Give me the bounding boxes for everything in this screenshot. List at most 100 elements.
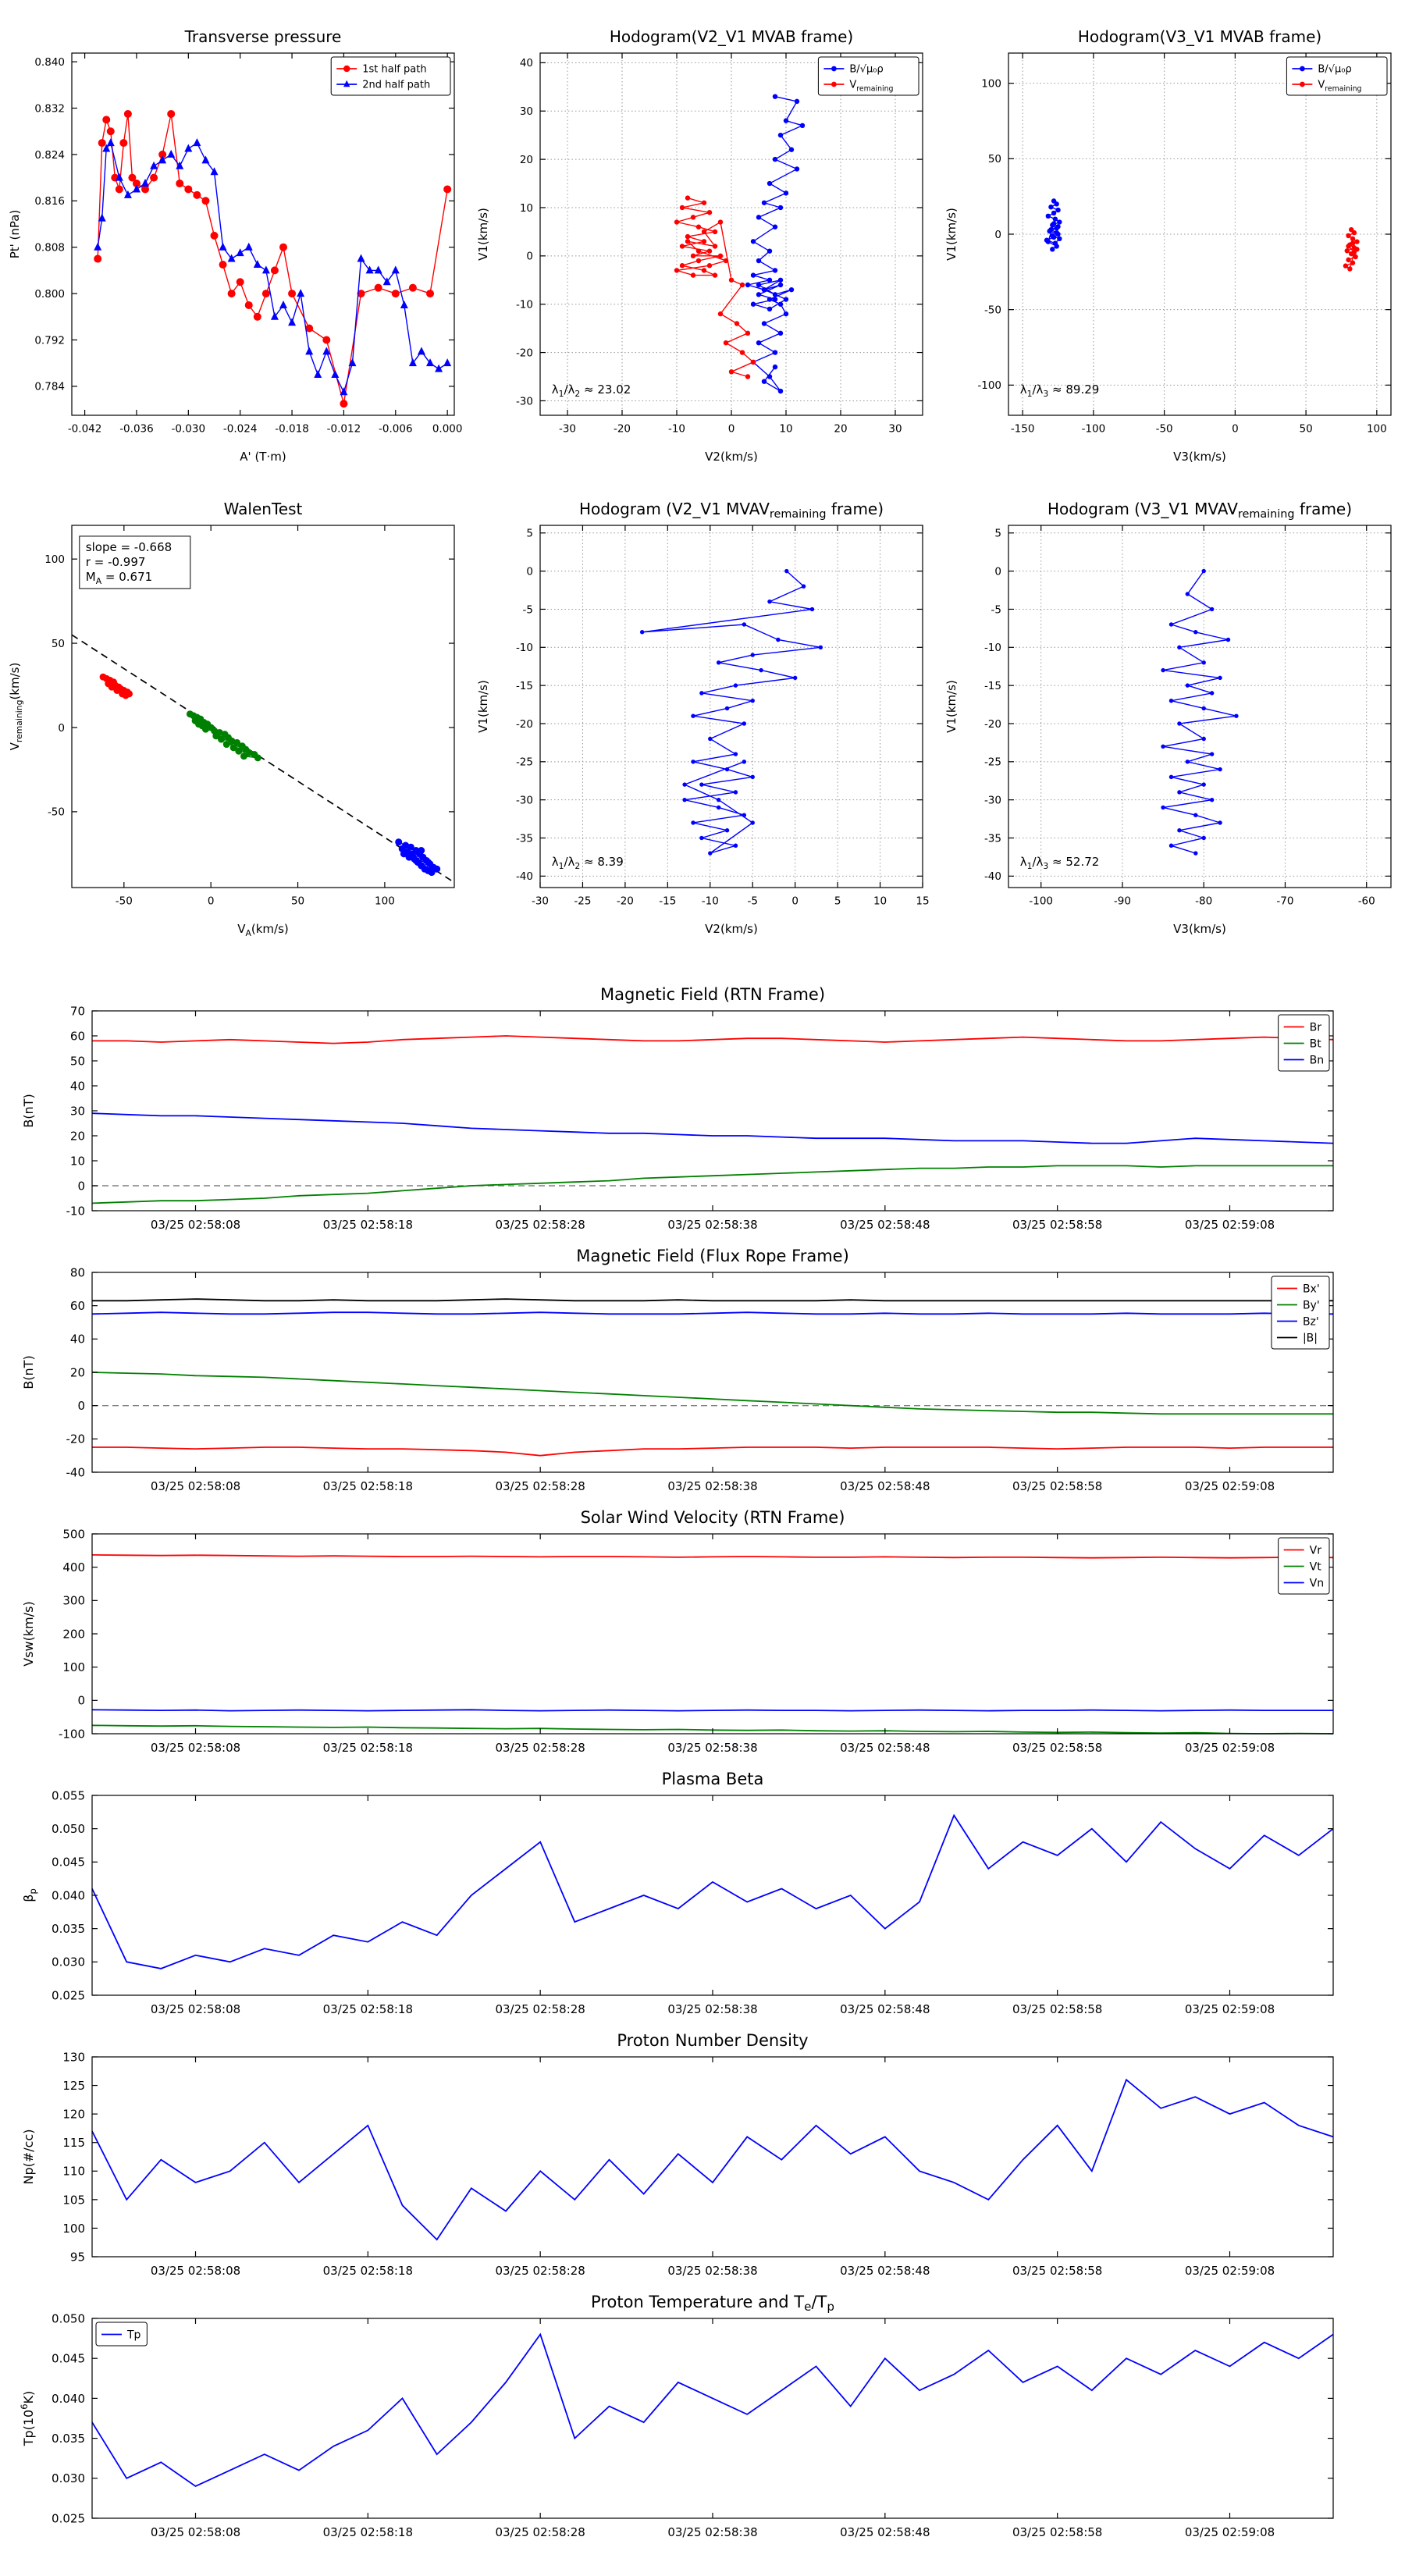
svg-text:-30: -30 bbox=[532, 895, 549, 908]
svg-text:Proton Temperature and Te/Tp: Proton Temperature and Te/Tp bbox=[591, 2293, 834, 2314]
svg-text:03/25 02:58:18: 03/25 02:58:18 bbox=[323, 2264, 413, 2278]
svg-text:0: 0 bbox=[77, 1694, 85, 1708]
svg-text:Bz': Bz' bbox=[1303, 1316, 1319, 1329]
svg-text:40: 40 bbox=[520, 57, 533, 69]
svg-text:0: 0 bbox=[77, 1179, 85, 1193]
svg-text:-40: -40 bbox=[516, 870, 533, 883]
svg-text:0.808: 0.808 bbox=[34, 242, 65, 254]
svg-text:115: 115 bbox=[62, 2136, 85, 2150]
svg-text:-0.018: -0.018 bbox=[275, 423, 309, 436]
svg-text:0.840: 0.840 bbox=[34, 56, 65, 69]
svg-text:-40: -40 bbox=[66, 1465, 86, 1479]
svg-text:B(nT): B(nT) bbox=[21, 1094, 36, 1127]
hodogram-v3-v1-mvab-legend: B/√μ₀ρ Vremaining bbox=[1286, 56, 1388, 96]
svg-text:Vt: Vt bbox=[1310, 1561, 1322, 1574]
svg-text:03/25 02:58:28: 03/25 02:58:28 bbox=[495, 2264, 585, 2278]
svg-text:0: 0 bbox=[994, 565, 1001, 578]
svg-text:0.050: 0.050 bbox=[52, 2311, 85, 2325]
chart-hodogram-v3v1-mvab: -150 -100 -50 0 50 100 -100 -50 0 50 100 Hodogram(V… bbox=[937, 16, 1405, 468]
svg-text:-100: -100 bbox=[1082, 423, 1106, 436]
svg-text:A' (T·m): A' (T·m) bbox=[240, 450, 286, 464]
svg-text:r = -0.997: r = -0.997 bbox=[86, 555, 146, 569]
svg-text:0.784: 0.784 bbox=[34, 381, 65, 393]
svg-text:Bt: Bt bbox=[1310, 1038, 1322, 1051]
svg-text:03/25 02:58:28: 03/25 02:58:28 bbox=[495, 1741, 585, 1755]
svg-text:15: 15 bbox=[916, 895, 929, 908]
svg-text:0.792: 0.792 bbox=[34, 334, 65, 347]
proton-number-density-plot: 03/25 02:58:08 03/25 02:58:18 03/25 02:58:… bbox=[21, 2031, 1334, 2278]
svg-text:-30: -30 bbox=[516, 395, 533, 407]
svg-text:λ1/λ2 ≈ 23.02: λ1/λ2 ≈ 23.02 bbox=[552, 382, 631, 399]
svg-text:03/25 02:59:08: 03/25 02:59:08 bbox=[1185, 1218, 1275, 1232]
chart-hodogram-v2v1-mvab: -30 -20 -10 0 10 20 30 -30 -20 -10 0 10 20 30 40 Hodogr… bbox=[468, 16, 937, 468]
svg-text:Hodogram (V3_V1 MVAVremaining: Hodogram (V3_V1 MVAVremaining frame) bbox=[1048, 500, 1352, 521]
svg-text:0: 0 bbox=[208, 895, 215, 908]
svg-text:500: 500 bbox=[62, 1527, 85, 1541]
svg-text:V1(km/s): V1(km/s) bbox=[944, 680, 959, 733]
svg-text:400: 400 bbox=[62, 1560, 85, 1574]
svg-text:-10: -10 bbox=[516, 299, 533, 311]
svg-text:Vremaining: Vremaining bbox=[849, 80, 893, 94]
chart-plasma-beta: 03/25 02:58:08 03/25 02:58:18 03/25 02:58:… bbox=[0, 1764, 1405, 2022]
svg-text:-0.024: -0.024 bbox=[223, 423, 258, 436]
svg-text:03/25 02:58:48: 03/25 02:58:48 bbox=[840, 1741, 930, 1755]
svg-text:λ1/λ2 ≈ 8.39: λ1/λ2 ≈ 8.39 bbox=[552, 855, 624, 871]
svg-text:-15: -15 bbox=[984, 680, 1001, 692]
plasma-beta-plot: 03/25 02:58:08 03/25 02:58:18 03/25 02:58:… bbox=[21, 1770, 1334, 2016]
svg-text:-50: -50 bbox=[1156, 423, 1173, 436]
svg-text:03/25 02:59:08: 03/25 02:59:08 bbox=[1185, 1479, 1275, 1493]
svg-text:Bx': Bx' bbox=[1303, 1283, 1320, 1296]
svg-text:0: 0 bbox=[58, 722, 65, 735]
svg-text:03/25 02:58:08: 03/25 02:58:08 bbox=[151, 1479, 240, 1493]
svg-text:03/25 02:58:28: 03/25 02:58:28 bbox=[495, 2525, 585, 2539]
hodogram-v2-v1-mvav-plot: -30 -25 -20 -15 -10 -5 0 5 10 15 -40 -35 -30 -25 -20 -1… bbox=[476, 500, 930, 936]
svg-text:λ1/λ3 ≈ 89.29: λ1/λ3 ≈ 89.29 bbox=[1020, 382, 1100, 399]
svg-text:100: 100 bbox=[62, 1660, 85, 1674]
svg-text:V2(km/s): V2(km/s) bbox=[705, 922, 758, 936]
svg-text:100: 100 bbox=[375, 895, 395, 908]
chart-solar-wind-velocity: 03/25 02:58:08 03/25 02:58:18 03/25 02:58:… bbox=[0, 1503, 1405, 1760]
svg-text:Hodogram(V2_V1 MVAB frame): Hodogram(V2_V1 MVAB frame) bbox=[610, 27, 853, 46]
svg-text:5: 5 bbox=[834, 895, 841, 908]
svg-text:1st half path: 1st half path bbox=[362, 64, 426, 76]
chart-proton-number-density: 03/25 02:58:08 03/25 02:58:18 03/25 02:58:… bbox=[0, 2026, 1405, 2283]
svg-text:V3(km/s): V3(km/s) bbox=[1173, 922, 1226, 936]
svg-text:-100: -100 bbox=[1029, 895, 1053, 908]
svg-text:50: 50 bbox=[291, 895, 304, 908]
svg-text:50: 50 bbox=[52, 638, 65, 650]
svg-text:-40: -40 bbox=[984, 870, 1001, 883]
svg-text:10: 10 bbox=[779, 423, 792, 436]
svg-text:10: 10 bbox=[70, 1154, 85, 1168]
hodogram-v2-v1-mvab-plot: -30 -20 -10 0 10 20 30 -30 -20 -10 0 10 20 30 40 Hodogr… bbox=[476, 27, 923, 464]
solar-wind-velocity-rtn-legend: Vr Vt Vn bbox=[1278, 1537, 1330, 1595]
svg-text:Transverse pressure: Transverse pressure bbox=[184, 27, 342, 46]
svg-text:-30: -30 bbox=[516, 795, 533, 807]
svg-text:03/25 02:58:08: 03/25 02:58:08 bbox=[151, 1741, 240, 1755]
svg-text:B/√μ₀ρ: B/√μ₀ρ bbox=[1318, 64, 1351, 76]
svg-text:03/25 02:58:48: 03/25 02:58:48 bbox=[840, 2002, 930, 2016]
svg-text:03/25 02:58:58: 03/25 02:58:58 bbox=[1012, 1218, 1102, 1232]
svg-text:03/25 02:58:48: 03/25 02:58:48 bbox=[840, 1479, 930, 1493]
svg-text:-60: -60 bbox=[1358, 895, 1375, 908]
svg-text:0.055: 0.055 bbox=[52, 1788, 85, 1802]
svg-text:-35: -35 bbox=[516, 832, 533, 845]
row-top-panels: -0.042 -0.036 -0.030 -0.024 -0.018 -0.012 -0.0… bbox=[0, 16, 1405, 468]
svg-text:0: 0 bbox=[1232, 423, 1239, 436]
svg-text:slope = -0.668: slope = -0.668 bbox=[86, 540, 172, 554]
svg-text:0.035: 0.035 bbox=[52, 1922, 85, 1936]
svg-text:-5: -5 bbox=[991, 603, 1001, 616]
svg-text:03/25 02:58:38: 03/25 02:58:38 bbox=[667, 2002, 757, 2016]
svg-text:Tp: Tp bbox=[126, 2329, 141, 2342]
svg-text:10: 10 bbox=[520, 202, 533, 215]
svg-text:40: 40 bbox=[70, 1079, 85, 1093]
svg-text:-10: -10 bbox=[66, 1204, 86, 1218]
svg-text:-5: -5 bbox=[523, 603, 533, 616]
svg-text:-30: -30 bbox=[559, 423, 576, 436]
svg-text:-15: -15 bbox=[659, 895, 676, 908]
svg-text:03/25 02:59:08: 03/25 02:59:08 bbox=[1185, 2002, 1275, 2016]
svg-text:Pt' (nPa): Pt' (nPa) bbox=[8, 210, 22, 259]
svg-text:Vremaining: Vremaining bbox=[1318, 80, 1361, 94]
svg-text:0: 0 bbox=[994, 229, 1001, 241]
svg-text:03/25 02:58:18: 03/25 02:58:18 bbox=[323, 1218, 413, 1232]
svg-text:03/25 02:58:48: 03/25 02:58:48 bbox=[840, 2264, 930, 2278]
